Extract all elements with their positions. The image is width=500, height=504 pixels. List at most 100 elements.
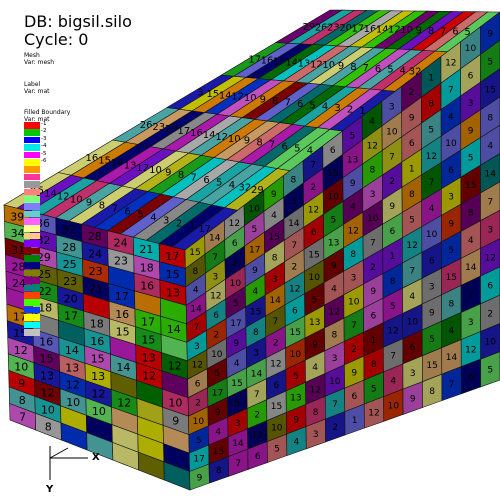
zone-label: 2 [214,331,220,341]
zone-label: 15 [289,328,300,338]
zone-label: 10 [248,204,260,214]
legend-entry [24,255,64,262]
zone-label: 5 [487,366,493,376]
axis-triad: X Y [40,440,120,500]
legend-swatch [24,240,40,247]
zone-label: 13 [347,155,358,165]
zone-label: 5 [293,372,299,382]
legend-swatch [24,285,40,292]
silo-mesh-render[interactable]: 15 14 12 10 9 8 7 6 5 4 3 2 1 17 16 15 14 13 12 10 9 8 7 6 5 4 3 2 2… [4,10,500,490]
zone-label: 12 [445,59,456,69]
zone-label: 8 [371,360,377,370]
zone-label: 13 [290,394,301,404]
zone-label: 10 [271,423,283,433]
zone-label: 39 [10,210,24,223]
legend-swatch [24,307,40,314]
zone-label: 17 [64,310,78,323]
zone-label: 9 [429,309,435,319]
zone-label: 13 [65,361,79,374]
zone-label: 7 [448,86,454,96]
zone-label: 4 [193,286,199,296]
zone-label: 12 [270,360,281,370]
zone-label: 10 [348,297,360,307]
legend-entry [24,292,64,299]
legend-swatch [24,129,40,136]
zone-label: 7 [212,253,218,263]
zone-label: 6 [390,227,396,237]
zone-label: 8 [468,209,474,219]
zone-label: 8 [370,166,376,176]
zone-label: 8 [409,190,415,200]
legend-swatch [24,166,40,173]
zone-label: 15 [465,181,476,191]
zone-label: 12 [310,385,321,395]
zone-label: 14 [209,234,221,244]
database-title: DB: bigsil.silo [24,12,132,31]
zone-label: 7 [235,459,241,469]
zone-label: 7 [429,178,435,188]
zone-label: 6 [352,392,358,402]
zone-label: 10 [290,350,302,360]
zone-label: 7 [332,400,338,410]
zone-label: 20 [64,292,78,305]
zone-label: 3 [313,430,319,440]
zone-label: 3 [487,226,493,236]
zone-label: 16 [115,308,129,321]
zone-label: 4 [429,204,435,214]
legend-entry [24,307,64,314]
zone-label: 6 [410,343,416,353]
zone-label: 10 [41,403,55,416]
zone-label: 2 [370,263,376,273]
zone-label: 12 [252,431,263,441]
zone-label: 13 [91,370,105,383]
legend-entry [24,277,64,284]
zone-label: 9 [293,416,299,426]
zone-label: 4 [271,211,277,221]
zone-label: 2 [254,411,260,421]
legend-entry [24,270,64,277]
material-legend: -1-2-3-4-5-6 [24,122,64,336]
legend-swatch [24,292,40,299]
legend-entry [24,322,64,329]
legend-swatch [24,270,40,277]
zone-label: 7 [254,390,260,400]
zone-label: 17 [230,319,241,329]
zone-label: 6 [232,239,238,249]
zone-label: 8 [449,300,455,310]
zone-label: 7 [351,321,357,331]
zone-label: 9 [468,126,474,136]
zone-label: 14 [65,344,79,357]
zone-label: 13 [309,318,320,328]
zone-label: 13 [328,238,339,248]
zone-label: 14 [232,439,244,449]
zone-label: 12 [168,360,182,373]
legend-entry [24,181,64,188]
legend-entry [24,211,64,218]
legend-entry [24,248,64,255]
zone-label: 4 [331,285,337,295]
zone-label: 6 [255,452,261,462]
zone-label: 12 [387,327,398,337]
zone-label: 9 [350,179,356,189]
zone-label: 2 [273,338,279,348]
zone-label: 1 [409,165,415,175]
zone-label: 7 [409,267,415,277]
zone-label: 14 [190,304,202,314]
legend-swatch [24,144,40,151]
zone-label: 15 [446,273,457,283]
legend-entry [24,189,64,196]
zone-label: 15 [116,326,130,339]
zone-label: 3 [448,193,454,203]
zone-label: 3 [410,369,416,379]
zone-label: 8 [291,175,297,185]
zone-label: 15 [40,353,54,366]
legend-entry [24,285,64,292]
zone-label: 14 [269,296,281,306]
zone-label: 7 [19,411,26,424]
zone-label: 10 [211,350,223,360]
zone-label: 5 [487,58,493,68]
zone-label: 12 [465,345,476,355]
zone-label: 9 [215,408,221,418]
zone-label: 8 [313,408,319,418]
